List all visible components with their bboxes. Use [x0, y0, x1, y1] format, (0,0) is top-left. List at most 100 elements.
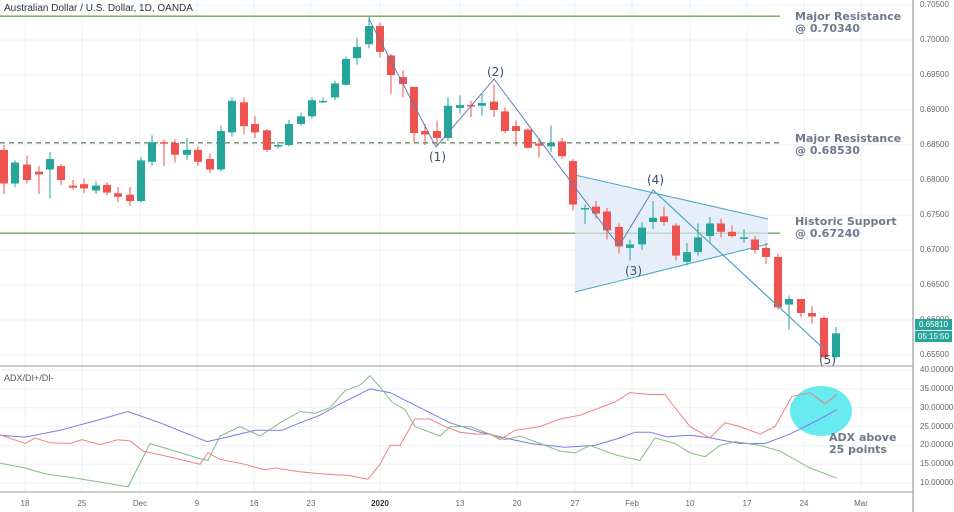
time-tick: 24 [799, 499, 809, 508]
adx-lines [0, 374, 852, 488]
candle-body [331, 83, 339, 98]
candle [217, 125, 225, 172]
candle-body [183, 149, 191, 155]
candle [603, 208, 611, 240]
candle-body [638, 227, 646, 245]
candle-body [103, 184, 111, 193]
candle-body [603, 211, 611, 231]
price-tick: 0.69000 [920, 105, 949, 114]
candle-body [285, 124, 293, 145]
candle-body [740, 237, 748, 239]
candle-body [808, 313, 816, 317]
candle-body [762, 247, 770, 257]
adx-tick: 35.00000 [920, 383, 954, 393]
candle-body [69, 185, 77, 188]
adx-tick: 20.00000 [920, 440, 954, 450]
candle [808, 306, 816, 324]
candle [638, 222, 646, 250]
candle-body [23, 164, 31, 180]
series-di- [0, 392, 838, 480]
annotation-line: @ 0.67240 [795, 227, 860, 240]
candle-body [421, 131, 429, 135]
candle [319, 97, 327, 103]
candle-body [558, 141, 566, 157]
candle-body [46, 159, 54, 170]
candle [820, 316, 828, 359]
candle [285, 119, 293, 147]
adx-tick: 25.00000 [920, 421, 954, 431]
chart-title: Australian Dollar / U.S. Dollar, 1D, OAN… [4, 3, 193, 14]
candle-body [683, 252, 691, 262]
candle [740, 229, 748, 243]
time-tick: 17 [742, 499, 752, 508]
candle-body [581, 208, 589, 210]
candle-body [194, 149, 202, 162]
adx-tick: 30.00000 [920, 402, 954, 412]
candle-body [114, 193, 122, 197]
candle-body [751, 239, 759, 250]
candle-body [547, 142, 555, 147]
time-tick: Feb [625, 499, 639, 508]
price-tick: 0.70500 [920, 0, 949, 9]
candle [774, 253, 782, 310]
candle-body [126, 194, 134, 201]
candle [137, 156, 145, 203]
last-price-tag: 0.65810 [915, 319, 952, 330]
candle-body [524, 129, 532, 148]
candle [0, 145, 8, 194]
candle-body [80, 184, 88, 189]
annotation-line: Major Resistance [795, 10, 902, 23]
candle-body [694, 237, 702, 253]
candle [535, 138, 543, 158]
candle [126, 187, 134, 206]
resistance-annotation-2: Major Resistance @ 0.68530 [795, 133, 901, 157]
candle-body [660, 216, 668, 222]
candle [444, 97, 452, 141]
candle [171, 139, 179, 163]
candle [251, 116, 259, 138]
candle [35, 166, 43, 194]
candle [751, 236, 759, 254]
triangle-lower-line [574, 243, 769, 293]
wave-label-3: (3) [625, 264, 642, 278]
candle [433, 120, 441, 145]
candle [683, 243, 691, 266]
candle [206, 153, 214, 173]
time-tick: 10 [685, 499, 695, 508]
wave-label-5: (5) [819, 353, 836, 367]
indicator-title: ADX/DI+/DI- [4, 373, 54, 383]
candle [694, 223, 702, 256]
candle [342, 56, 350, 86]
candle [410, 86, 418, 143]
candle [581, 204, 589, 225]
triangle-fill [575, 175, 768, 292]
candle [717, 218, 725, 238]
time-tick: Dec [132, 499, 148, 508]
adx-tick: 10.00000 [920, 478, 954, 488]
candle [832, 327, 840, 359]
wave-4-5-line [652, 189, 825, 350]
price-tick: 0.65500 [920, 350, 949, 359]
elliott-wave-lines [368, 18, 825, 350]
candle-body [478, 103, 486, 106]
candle-body [535, 143, 543, 146]
candle [490, 84, 498, 117]
candle-body [433, 131, 441, 138]
candle [308, 97, 316, 119]
series-adx [0, 388, 838, 448]
wave-label-2: (2) [487, 65, 504, 79]
candle-body [137, 160, 145, 201]
candle [626, 239, 634, 261]
candle-body [217, 131, 225, 170]
candle [228, 97, 236, 137]
candle-body [832, 333, 840, 358]
countdown-tag: 05:15:50 [915, 331, 952, 342]
triangle-upper-line [574, 174, 769, 220]
axis-frame [0, 0, 914, 512]
candle [331, 80, 339, 101]
candle-body [92, 185, 100, 191]
candle-body [672, 225, 680, 256]
candle-body [592, 206, 600, 214]
candle-body [410, 86, 418, 134]
